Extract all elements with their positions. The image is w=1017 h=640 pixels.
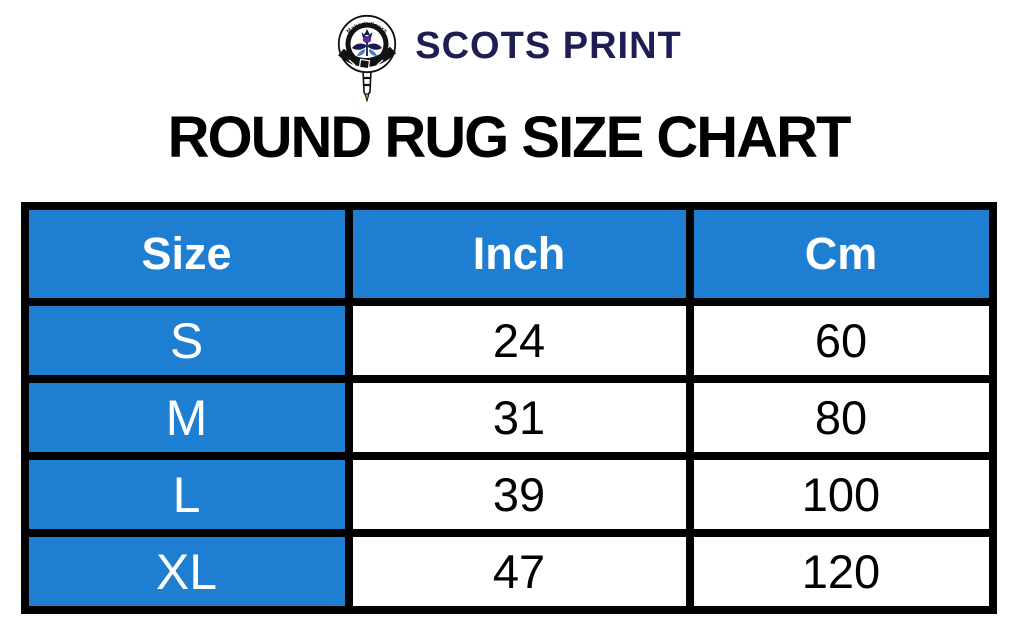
cm-cell: 120 — [685, 529, 997, 614]
table-row: L 39 100 — [20, 452, 997, 537]
inch-cell: 24 — [344, 298, 694, 383]
table-row: XL 47 120 — [20, 529, 997, 614]
badge-belt-buckle — [338, 46, 397, 70]
thistle-clan-crest-icon: Make It Yours — [338, 14, 397, 102]
column-header-cm: Cm — [685, 202, 997, 306]
badge-strap-tail — [362, 69, 373, 102]
size-cell: S — [20, 298, 353, 383]
page-title: ROUND RUG SIZE CHART — [167, 105, 852, 170]
inch-cell: 39 — [344, 452, 694, 537]
table-row: S 24 60 — [20, 298, 997, 383]
cm-cell: 80 — [685, 375, 997, 460]
cm-cell: 60 — [685, 298, 997, 383]
inch-cell: 47 — [344, 529, 694, 614]
thistle-icon — [352, 29, 383, 56]
size-cell: XL — [20, 529, 353, 614]
size-cell: M — [20, 375, 353, 460]
cm-cell: 100 — [685, 452, 997, 537]
column-header-inch: Inch — [344, 202, 694, 306]
brand-logo: Make It Yours SCOTS PRINT — [0, 0, 1017, 102]
size-chart-table: Size Inch Cm S 24 60 M 31 80 L 39 100 XL… — [20, 202, 997, 614]
column-header-size: Size — [20, 202, 353, 306]
size-cell: L — [20, 452, 353, 537]
inch-cell: 31 — [344, 375, 694, 460]
table-row: M 31 80 — [20, 375, 997, 460]
brand-name: SCOTS PRINT — [415, 25, 682, 67]
table-header-row: Size Inch Cm — [20, 202, 997, 306]
